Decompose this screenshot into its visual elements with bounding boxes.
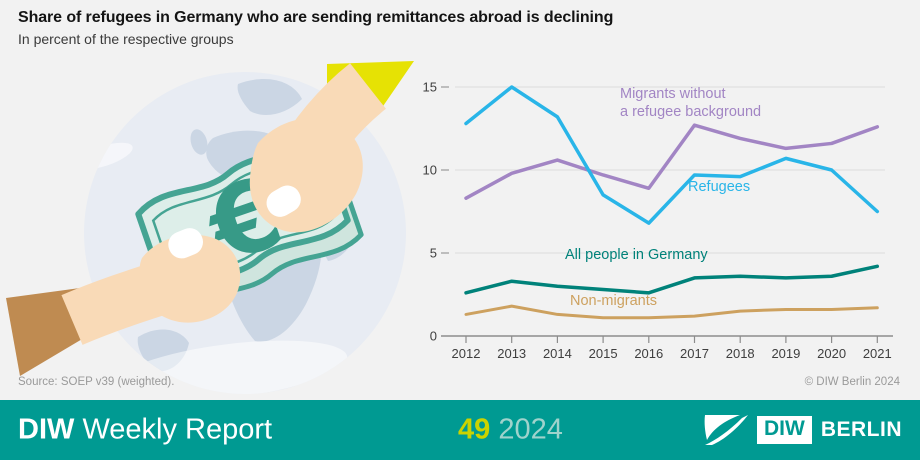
- chart-canvas: 0 5 10 15 2012 2013 2014 2015 2016 2017 2018 2019 20…: [423, 80, 893, 361]
- logo-berlin-text: BERLIN: [820, 418, 902, 441]
- series-label-migrants-line1: Migrants without: [620, 86, 726, 102]
- series-label-all-people: All people in Germany: [565, 247, 708, 263]
- x-tick-label-2016: 2016: [634, 346, 663, 361]
- page-subtitle: In percent of the respective groups: [18, 31, 234, 47]
- remittances-line-chart: 0 5 10 15 2012 2013 2014 2015 2016 2017 2018 2019 20…: [415, 55, 920, 400]
- x-tick-label-2018: 2018: [726, 346, 755, 361]
- figure-header: Share of refugees in Germany who are sen…: [18, 9, 613, 47]
- line-refugees: [464, 85, 880, 225]
- series-label-migrants-line2: a refugee background: [620, 104, 762, 121]
- y-tick-label-5: 5: [430, 246, 437, 261]
- x-tick-label-2021: 2021: [863, 346, 892, 361]
- publication-title: DIW Weekly Report: [18, 414, 272, 447]
- diw-logo-mark: [704, 415, 748, 445]
- upper-thumbnail: [266, 185, 301, 217]
- x-tick-label-2014: 2014: [543, 346, 572, 361]
- x-tick-label-2017: 2017: [680, 346, 709, 361]
- page-title: Share of refugees in Germany who are sen…: [18, 9, 614, 26]
- line-non-migrants: [464, 304, 879, 320]
- lower-thumbnail: [168, 228, 204, 259]
- x-tick-label-2019: 2019: [771, 346, 800, 361]
- x-tick-label-2012: 2012: [452, 346, 481, 361]
- issue-info: 49 2024: [458, 414, 563, 447]
- issue-year: 2024: [498, 413, 563, 446]
- series-label-non-migrants: Non-migrants: [570, 293, 658, 309]
- bottom-bar: DIW Weekly Report 49 2024 DIW BERLIN: [0, 400, 920, 460]
- lower-hand: [139, 234, 241, 323]
- series-label-migrants: Migrants without a refugee background: [620, 85, 761, 121]
- line-migrants-without-a-refugee-background: [464, 123, 880, 200]
- diw-berlin-logo: DIW BERLIN: [704, 414, 902, 446]
- x-tick-label-2015: 2015: [589, 346, 618, 361]
- x-tick-label-2020: 2020: [817, 346, 846, 361]
- copyright-note: © DIW Berlin 2024: [804, 376, 900, 388]
- y-tick-label-10: 10: [423, 163, 437, 178]
- brand-diw: DIW: [18, 413, 75, 446]
- issue-number: 49: [458, 413, 491, 446]
- illustration-canvas: €: [6, 61, 414, 394]
- y-tick-label-15: 15: [423, 80, 437, 95]
- x-tick-label-2013: 2013: [497, 346, 526, 361]
- y-tick-label-0: 0: [430, 329, 437, 344]
- series-label-refugees: Refugees: [688, 179, 751, 195]
- source-note: Source: SOEP v39 (weighted).: [18, 376, 175, 388]
- brand-weekly-report: Weekly Report: [82, 413, 273, 446]
- remittance-illustration: €: [0, 58, 425, 398]
- logo-diw-text: DIW: [757, 416, 812, 444]
- line-all-people-in-germany: [464, 264, 880, 295]
